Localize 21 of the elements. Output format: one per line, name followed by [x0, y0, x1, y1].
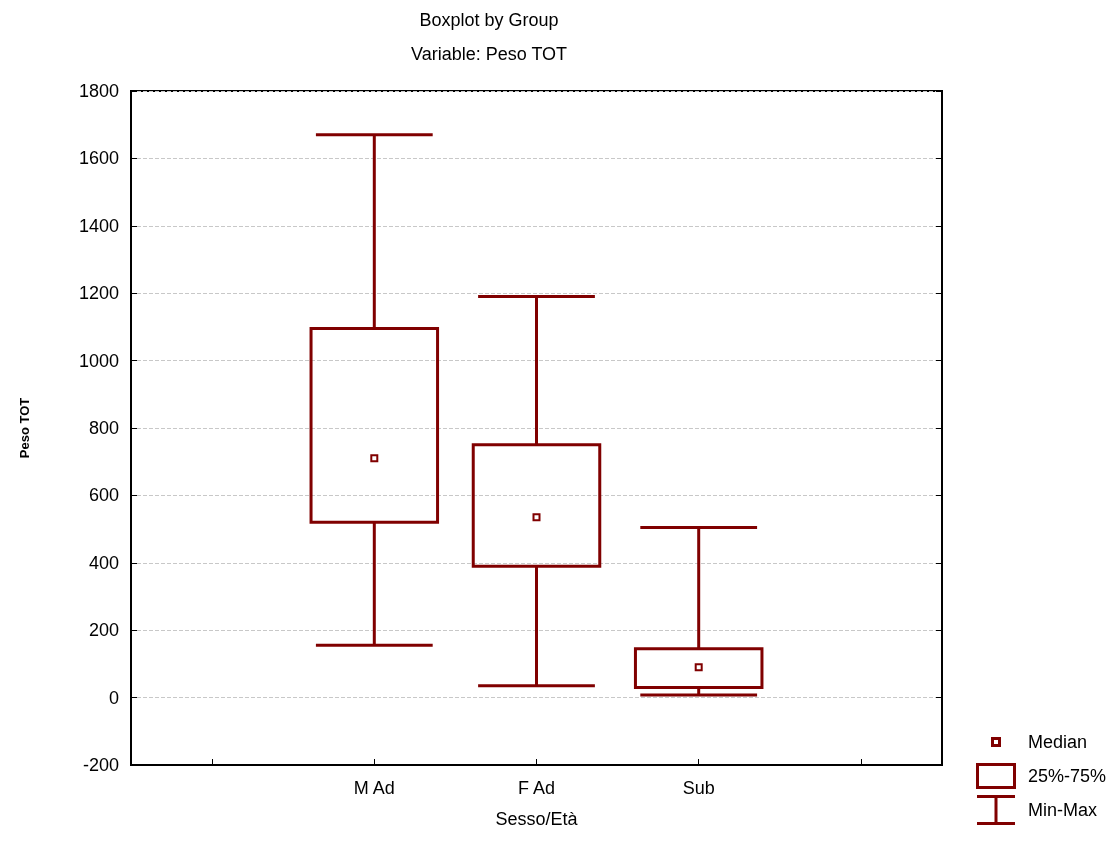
text: 25%-75% — [1027, 765, 1106, 787]
y-tick-label: -200 — [82, 755, 119, 775]
y-tick-label: 0 — [108, 687, 119, 708]
chart-subtitle: Variable: Peso TOT — [410, 44, 568, 64]
y-tick-label: 1400 — [78, 215, 119, 236]
y-axis-title: Peso TOT — [17, 397, 32, 459]
y-tick-label: 1000 — [78, 350, 119, 371]
x-tick-label: M Ad — [353, 778, 395, 798]
x-tick-label: F Ad — [517, 778, 556, 798]
x-axis-title: Sesso/Età — [495, 809, 579, 829]
y-tick-label: 600 — [88, 485, 119, 506]
y-tick-label: 800 — [88, 418, 119, 438]
text: Median — [1027, 731, 1087, 753]
y-tick-label: 200 — [88, 620, 119, 641]
y-tick-label: 1800 — [78, 81, 119, 101]
y-tick-label: 1200 — [78, 283, 119, 304]
text: Min-Max — [1027, 799, 1097, 821]
x-tick-label: Sub — [682, 778, 715, 798]
chart-title: Boxplot by Group — [419, 10, 559, 30]
y-tick-label: 400 — [88, 552, 119, 573]
y-tick-label: 1600 — [78, 148, 119, 169]
